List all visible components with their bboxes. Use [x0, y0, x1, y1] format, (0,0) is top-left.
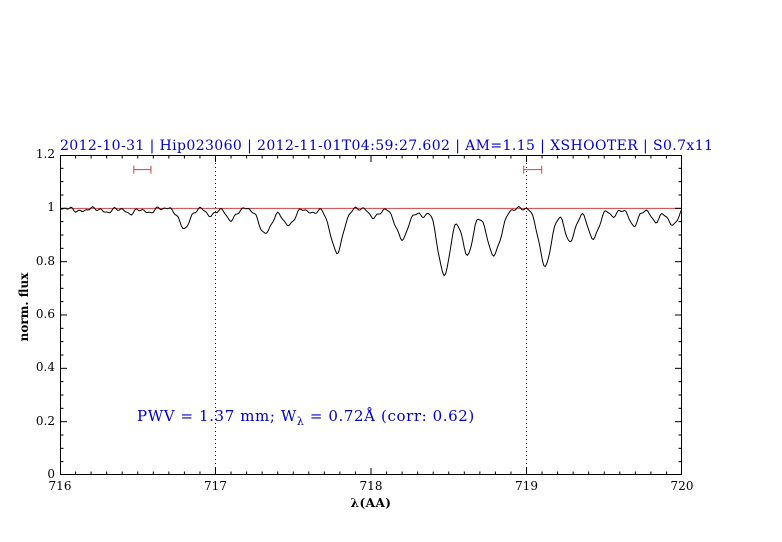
x-tick-label: 716 [48, 479, 72, 493]
x-axis-label: λ(AA) [350, 496, 392, 510]
x-tick-label: 719 [515, 479, 538, 493]
y-tick-label: 0.6 [35, 307, 55, 321]
x-tick-label: 717 [204, 479, 227, 493]
spectrum-line [60, 205, 682, 277]
plot-title: 2012-10-31 | Hip023060 | 2012-11-01T04:5… [60, 138, 714, 154]
y-tick-label: 0.2 [35, 413, 55, 428]
x-tick-label: 718 [359, 479, 383, 493]
y-tick-label: 0.8 [35, 253, 55, 268]
x-tick-label: 720 [670, 479, 694, 493]
pwv-annotation-text: PWV = 1.37 mm; W [137, 407, 297, 425]
lambda-subscript: λ [296, 415, 305, 428]
pwv-annotation-value: = 0.72Å (corr: 0.62) [304, 407, 475, 425]
y-tick-label: 0.4 [35, 360, 55, 375]
y-tick-label: 0 [47, 467, 55, 481]
y-tick-label: 1.2 [35, 147, 55, 161]
y-tick-label: 1 [47, 200, 55, 215]
spectrum-plot-canvas [60, 155, 682, 475]
plot-area: PWV = 1.37 mm; Wλ = 0.72Å (corr: 0.62) [60, 155, 682, 475]
pwv-annotation: PWV = 1.37 mm; Wλ = 0.72Å (corr: 0.62) [137, 407, 475, 428]
